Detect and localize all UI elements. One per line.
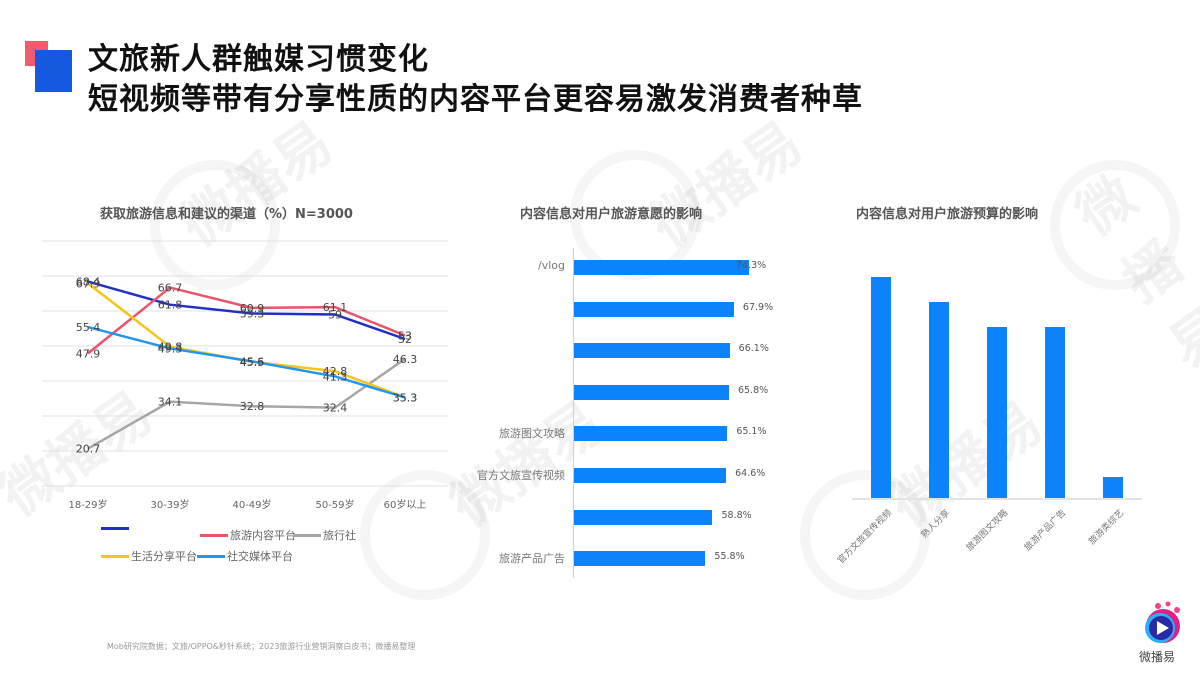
data-label: 53 [398, 330, 412, 343]
bar [574, 343, 730, 359]
legend-item-travel-agency: 旅行社 [293, 527, 356, 543]
data-label: 49.8 [158, 341, 183, 354]
x-tick-label: 60岁以上 [384, 498, 427, 511]
legend-item-lifestyle-sharing: 生活分享平台 [101, 548, 197, 564]
hbar-chart-title: 内容信息对用户旅游意愿的影响 [520, 207, 703, 222]
legend-swatch [101, 554, 129, 558]
data-label: 45.6 [240, 355, 265, 368]
bar [574, 301, 734, 317]
data-label: 66.7 [158, 282, 183, 295]
bar [574, 468, 727, 483]
category-label: 官方文旅宣传视频 [477, 469, 565, 482]
x-axis [852, 498, 1142, 500]
data-label: 35.3 [393, 391, 418, 404]
data-label: 20.7 [76, 443, 101, 456]
category-label: 旅游图文攻略 [499, 427, 565, 441]
bar [871, 277, 891, 498]
title-line-1: 文旅新人群触媒习惯变化 [88, 42, 429, 77]
value-label: 74.3% [736, 260, 767, 271]
watermark-text: 微播易 [879, 389, 1055, 540]
legend-swatch [293, 533, 321, 537]
data-label: 45.5 [240, 356, 265, 369]
data-label: 46.3 [393, 353, 418, 366]
data-label: 52 [398, 333, 412, 346]
data-label: 41.3 [323, 370, 348, 383]
bar [574, 260, 749, 275]
data-label: 67.9 [76, 277, 101, 290]
bar [574, 551, 706, 567]
data-label: 47.9 [76, 347, 101, 360]
data-label: 68.4 [76, 276, 101, 289]
watermark-text: 微播易 [1065, 163, 1200, 382]
x-tick-label: 40-49岁 [232, 498, 271, 511]
legend-item-social-media: 社交媒体平台 [197, 548, 293, 564]
vbar-chart-title: 内容信息对用户旅游预算的影响 [856, 207, 1039, 222]
value-label: 65.8% [737, 384, 769, 396]
data-label: 42.8 [323, 365, 348, 378]
watermark-text: 微播易 [639, 109, 815, 260]
y-axis [573, 248, 574, 578]
data-label: 34.1 [158, 396, 183, 409]
bar [574, 384, 729, 400]
x-tick-label: 50-59岁 [315, 498, 354, 511]
data-label: 32.4 [323, 402, 348, 415]
logo-text: 微播易 [1139, 650, 1176, 664]
category-label: /vlog [538, 259, 565, 272]
legend-swatch [200, 533, 228, 537]
category-label: 旅游产品广告 [499, 552, 565, 566]
line-series [87, 357, 406, 450]
legend-item-travel-content: 旅游内容平台 [200, 527, 296, 543]
value-label: 66.1% [738, 343, 769, 355]
x-tick-label: 18-29岁 [68, 498, 107, 511]
value-label: 65.1% [736, 426, 767, 438]
value-label: 58.8% [721, 509, 752, 521]
title-line-2: 短视频等带有分享性质的内容平台更容易激发消费者种草 [88, 82, 863, 117]
data-label: 32.8 [240, 400, 265, 413]
line-chart-title: 获取旅游信息和建议的渠道（%）N=3000 [100, 207, 353, 222]
bar [574, 426, 728, 442]
bar [987, 327, 1007, 498]
line-series [87, 325, 406, 399]
legend-item-series-1 [101, 527, 131, 530]
page-title: 文旅新人群触媒习惯变化 短视频等带有分享性质的内容平台更容易激发消费者种草 [88, 40, 863, 120]
line-chart: 18-29岁 30-39岁 40-49岁 50-59岁 60岁以上 68.4 61.8 59.… [42, 240, 448, 511]
line-series [87, 280, 406, 341]
data-label: 49.3 [158, 342, 183, 355]
data-label: 59.3 [240, 307, 265, 320]
data-label: 35.3 [393, 391, 418, 404]
data-label: 59 [328, 309, 342, 322]
bar [1045, 327, 1065, 498]
bar [1103, 477, 1123, 498]
line-series [87, 286, 406, 355]
header-accent-blue [35, 50, 72, 92]
data-label: 61.8 [158, 299, 183, 312]
bar [929, 302, 949, 498]
bar [574, 509, 713, 525]
value-label: 67.9% [742, 301, 774, 313]
weiboyi-logo-icon [1145, 601, 1180, 643]
value-label: 64.6% [735, 468, 766, 479]
watermark-logo [1050, 160, 1180, 290]
data-label: 61.1 [323, 301, 348, 314]
x-tick-label: 30-39岁 [150, 498, 189, 511]
data-label: 55.4 [76, 321, 101, 334]
value-label: 55.8% [714, 551, 745, 563]
source-note: Mob研究院数据；文旅/OPPO&秒针系统；2023旅游行业营销洞察白皮书；微播… [107, 642, 416, 651]
legend-swatch [197, 554, 225, 558]
data-label: 60.9 [240, 302, 265, 315]
legend-swatch [101, 527, 129, 530]
